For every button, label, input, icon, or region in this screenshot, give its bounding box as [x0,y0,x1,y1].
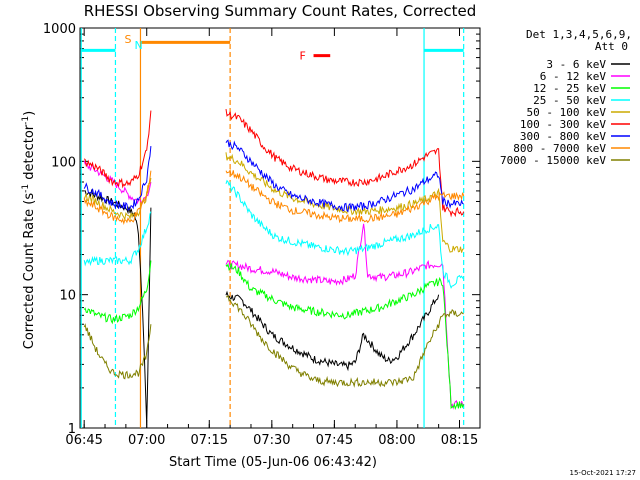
legend-label-5: 100 - 300 keV [520,118,606,131]
plot-frame [79,27,481,429]
series-line-5-seg-1 [225,109,465,218]
y-axis-label-prefix: Corrected Count Rate (s [22,193,37,350]
series-line-7-seg-0 [83,170,152,225]
plot-area: 06:45 07:00 07:15 07:30 07:45 08:00 08:15 1 10 10… [43,22,481,448]
series-line-3-seg-1 [225,179,465,289]
legend-label-7: 800 - 7000 keV [513,142,606,155]
legend-label-2: 12 - 25 keV [533,82,606,95]
chart-title: RHESSI Observing Summary Count Rates, Co… [84,2,477,20]
series-line-7-seg-1 [225,168,465,224]
flare-label: F [300,50,306,63]
series-line-1-seg-1 [225,223,464,410]
series-line-8-seg-0 [83,323,152,380]
y-tick-label-3: 1000 [43,22,76,37]
legend-label-3: 25 - 50 keV [533,94,606,107]
x-tick-label-3: 07:30 [253,433,290,448]
series-line-4-seg-0 [83,177,152,222]
y-tick-label-2: 100 [51,155,76,170]
series-line-0-seg-0 [84,188,152,425]
x-tick-label-0: 06:45 [65,433,102,448]
x-tick-label-4: 07:45 [316,433,353,448]
saa-label: S [124,33,131,46]
series-line-6-seg-1 [225,139,464,213]
legend-label-4: 50 - 100 keV [527,106,607,119]
legend-label-1: 6 - 12 keV [540,70,607,83]
y-axis-label: Corrected Count Rate (s-1 detector-1) [21,111,37,349]
footer-date: 15-Oct-2021 17:27 [570,469,636,477]
series-line-4-seg-1 [225,152,464,253]
y-axis-label-sup1: -1 [21,184,31,193]
series-line-3-seg-0 [83,211,152,267]
series-line-2-seg-1 [225,262,465,410]
y-axis-label-mid: detector [22,124,37,184]
series-line-8-seg-1 [225,294,464,388]
series-line-5-seg-0 [83,110,152,189]
legend-header-1: Det 1,3,4,5,6,9, [526,28,632,41]
y-axis-label-sup2: -1 [21,116,31,125]
y-axis-label-suffix: ) [22,111,37,116]
x-tick-label-2: 07:15 [191,433,228,448]
legend-header-2: Att 0 [595,40,628,53]
x-tick-label-1: 07:00 [128,433,165,448]
series-line-0-seg-1 [225,290,440,372]
series-line-1-seg-0 [83,160,152,205]
x-axis-label: Start Time (05-Jun-06 06:43:42) [169,455,377,470]
series-line-6-seg-0 [83,146,152,211]
x-tick-label-6: 08:15 [441,433,478,448]
legend-label-8: 7000 - 15000 keV [500,154,606,167]
night-label: N [134,39,142,52]
y-tick-label-1: 10 [59,289,76,304]
x-tick-label-5: 08:00 [378,433,415,448]
series-line-2-seg-0 [83,260,152,325]
legend-label-0: 3 - 6 keV [546,58,606,71]
y-tick-label-0: 1 [68,422,76,437]
legend-label-6: 300 - 800 keV [520,130,606,143]
